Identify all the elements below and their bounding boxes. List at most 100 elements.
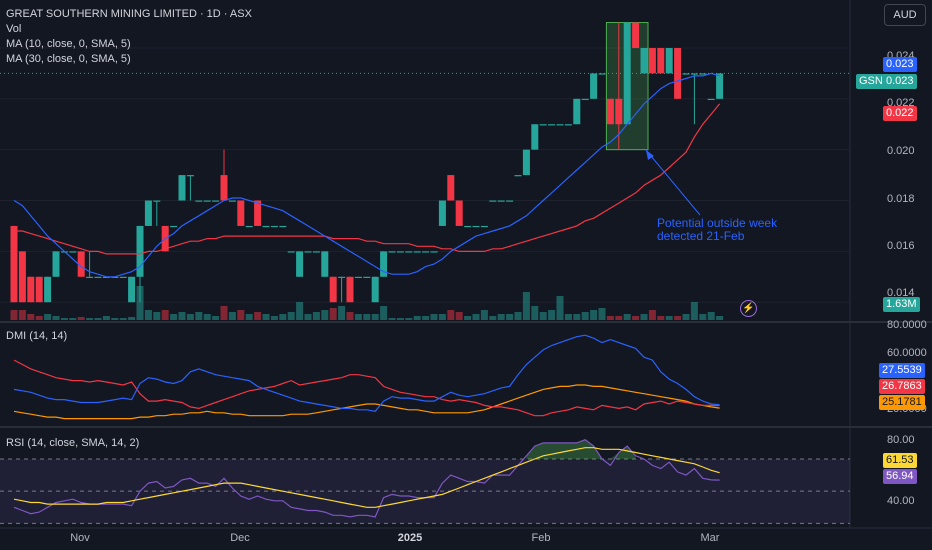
rsi-legend[interactable]: RSI (14, close, SMA, 14, 2) — [6, 436, 139, 451]
volume-bar — [473, 314, 480, 320]
volume-bar — [498, 314, 505, 320]
candle-body — [716, 73, 723, 98]
volume-bar — [657, 316, 664, 320]
candle-body — [389, 251, 396, 252]
rsi-tick: 40.00 — [887, 495, 915, 507]
candle-body — [523, 150, 530, 175]
adx-line — [14, 385, 720, 419]
volume-bar — [414, 316, 421, 320]
candle-body — [179, 175, 186, 200]
volume-bar — [44, 314, 51, 320]
volume-bar — [615, 316, 622, 320]
volume-bar — [170, 314, 177, 320]
dmi-plus-tag: 27.5539 — [879, 363, 925, 378]
volume-bar — [19, 310, 26, 320]
ma30-value-tag: 0.022 — [883, 106, 917, 121]
candle-body — [36, 277, 43, 302]
chart-title[interactable]: GREAT SOUTHERN MINING LIMITED · 1D · ASX — [6, 7, 252, 22]
candle-body — [195, 201, 202, 202]
volume-bar — [179, 312, 186, 320]
candle-body — [489, 201, 496, 202]
candle-body — [515, 175, 522, 176]
flash-icon[interactable]: ⚡ — [740, 300, 757, 317]
volume-bar — [523, 292, 530, 320]
volume-value-tag: 1.63M — [883, 297, 920, 312]
currency-button[interactable]: AUD — [884, 4, 926, 26]
volume-bar — [582, 312, 589, 320]
candle-body — [313, 251, 320, 252]
volume-bar — [355, 314, 362, 320]
volume-bar — [313, 312, 320, 320]
annotation-arrow — [646, 150, 700, 215]
volume-bar — [120, 318, 127, 320]
volume-legend[interactable]: Vol — [6, 22, 252, 37]
volume-bar — [53, 316, 60, 320]
volume-bar — [548, 310, 555, 320]
candle-body — [95, 277, 102, 278]
volume-bar — [422, 316, 429, 320]
candle-body — [590, 73, 597, 98]
volume-bar — [456, 312, 463, 320]
candle-body — [69, 251, 76, 252]
candle-body — [422, 251, 429, 252]
volume-bar — [212, 316, 219, 320]
volume-bar — [145, 310, 152, 320]
candle-body — [708, 99, 715, 100]
volume-bar — [716, 316, 723, 320]
volume-bar — [229, 312, 236, 320]
candle-body — [565, 124, 572, 125]
volume-bar — [237, 310, 244, 320]
candle-body — [212, 201, 219, 202]
candle-body — [414, 251, 421, 252]
volume-bar — [254, 312, 261, 320]
price-tick: 0.020 — [887, 145, 915, 157]
candle-body — [271, 226, 278, 227]
volume-bar — [515, 312, 522, 320]
candle-body — [53, 251, 60, 276]
ma10-legend[interactable]: MA (10, close, 0, SMA, 5) — [6, 37, 252, 52]
candle-body — [153, 201, 160, 202]
volume-bar — [95, 318, 102, 320]
candle-body — [473, 226, 480, 227]
candle-body — [431, 251, 438, 252]
candle-body — [666, 48, 673, 73]
candle-body — [657, 48, 664, 73]
price-tick: 0.018 — [887, 193, 915, 205]
volume-bar — [573, 314, 580, 320]
candle-body — [456, 201, 463, 226]
candle-body — [405, 251, 412, 252]
volume-bar — [389, 318, 396, 320]
volume-bar — [271, 316, 278, 320]
volume-bar — [86, 318, 93, 320]
volume-bar — [279, 314, 286, 320]
candle-body — [263, 226, 270, 227]
candle-body — [573, 99, 580, 124]
volume-bar — [69, 318, 76, 320]
candle-body — [372, 277, 379, 302]
volume-bar — [36, 316, 43, 320]
volume-bar — [305, 314, 312, 320]
outside-week-annotation[interactable]: Potential outside week detected 21-Feb — [657, 217, 777, 243]
candle-body — [19, 251, 26, 302]
volume-bar — [330, 308, 337, 320]
volume-bar — [103, 316, 110, 320]
volume-bar — [111, 318, 118, 320]
volume-bar — [11, 310, 18, 320]
dmi-minus-tag: 26.7863 — [879, 379, 925, 394]
candle-body — [649, 48, 656, 73]
dmi-tick: 60.0000 — [887, 347, 927, 359]
candle-body — [481, 226, 488, 227]
dmi-legend[interactable]: DMI (14, 14) — [6, 329, 67, 344]
volume-bar — [506, 314, 513, 320]
candle-body — [120, 277, 127, 278]
volume-bar — [27, 314, 34, 320]
volume-bar — [221, 306, 228, 320]
candle-body — [557, 124, 564, 125]
candle-body — [296, 251, 303, 276]
candle-body — [531, 124, 538, 149]
candle-body — [321, 251, 328, 276]
time-label-2025: 2025 — [398, 532, 422, 544]
volume-bar — [666, 316, 673, 320]
ma30-legend[interactable]: MA (30, close, 0, SMA, 5) — [6, 52, 252, 67]
